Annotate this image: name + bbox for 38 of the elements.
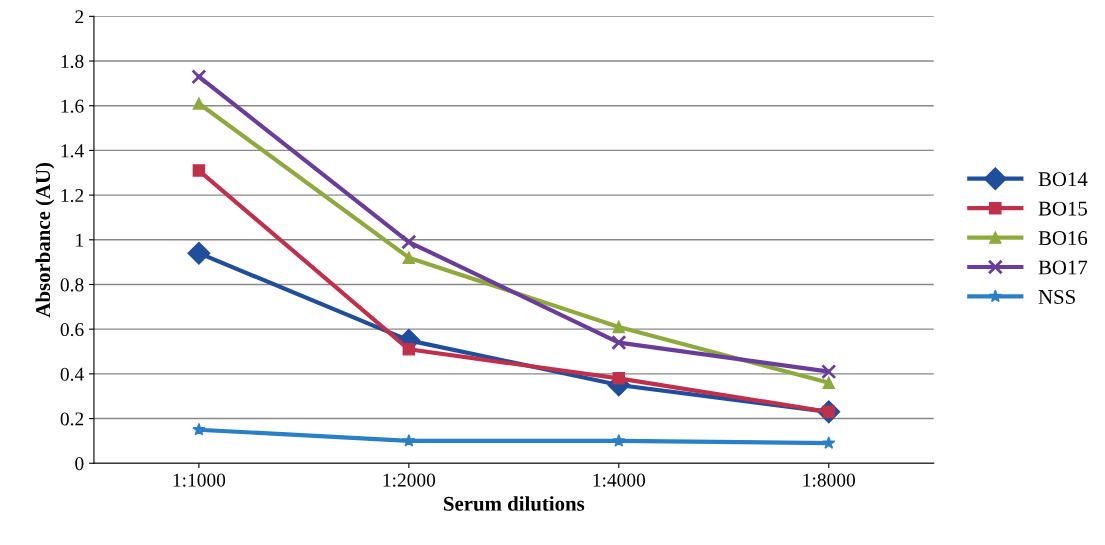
point: [822, 376, 836, 390]
point: [401, 234, 417, 250]
point: [612, 320, 626, 334]
y-tick-label: 1.6: [61, 99, 84, 113]
y-tick-label: 0.2: [60, 412, 84, 426]
point: [822, 436, 836, 449]
legend-label: NSS: [1038, 289, 1075, 304]
x-tick-label: 1:2000: [383, 473, 436, 487]
x-tick-label: 1:1000: [173, 473, 226, 487]
point: [402, 343, 416, 356]
x-tick-label: 1:4000: [593, 473, 646, 487]
point: [192, 164, 206, 177]
point: [611, 334, 627, 351]
y-axis-title: Absorbance (AU): [35, 162, 55, 318]
point: [192, 97, 206, 110]
y-tick-label: 1.8: [61, 54, 84, 69]
y-tick-label: 2: [75, 10, 84, 24]
y-tick-label: 1: [76, 233, 84, 247]
legend-label: BO17: [1038, 260, 1088, 275]
legend-label: BO14: [1038, 172, 1088, 187]
y-tick-label: 1.4: [61, 144, 84, 158]
point: [187, 241, 211, 265]
x-axis-title: Serum dilutions: [444, 496, 585, 511]
point: [402, 251, 416, 264]
x-tick-label: 1:8000: [803, 473, 856, 487]
y-tick-label: 0: [75, 457, 84, 471]
y-tick-label: 0.8: [60, 278, 84, 292]
y-tick-label: 0.6: [60, 323, 84, 337]
point: [612, 433, 626, 447]
legend-label: BO16: [1038, 231, 1088, 246]
point: [821, 364, 837, 380]
point: [192, 422, 206, 436]
point: [402, 433, 416, 447]
legend-label: BO15: [1038, 201, 1087, 216]
y-tick-label: 0.4: [60, 367, 84, 381]
point: [191, 69, 207, 85]
y-tick-label: 1.2: [61, 188, 84, 203]
point: [612, 372, 626, 385]
